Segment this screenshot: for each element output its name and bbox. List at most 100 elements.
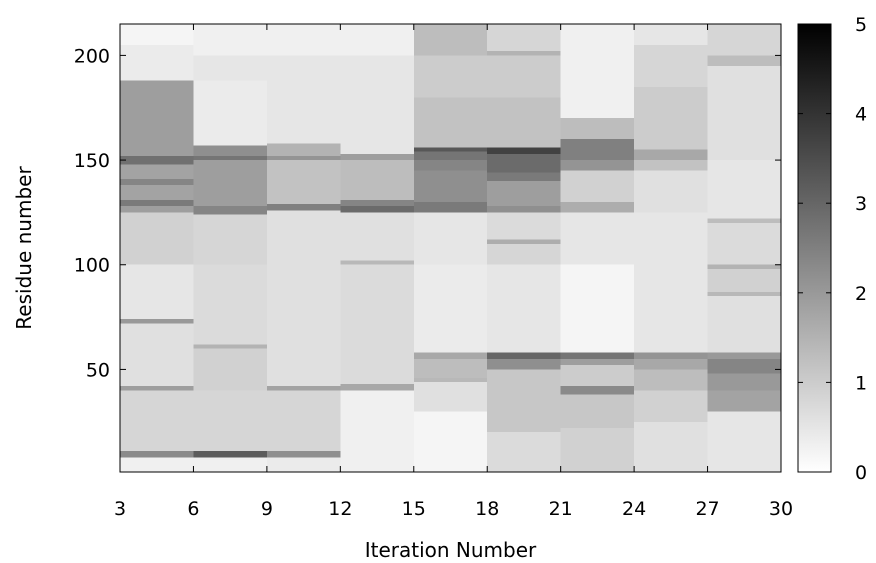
colorbar-tick-label: 2 — [855, 283, 867, 305]
heatmap-cell — [413, 160, 488, 171]
heatmap-cell — [707, 264, 781, 269]
heatmap-cell — [707, 160, 781, 219]
heatmap-cell — [560, 352, 635, 359]
heatmap-cell — [193, 155, 267, 161]
heatmap-cell — [413, 55, 488, 98]
heatmap-cell — [413, 411, 488, 472]
heatmap-cell — [634, 149, 708, 161]
heatmap-cell — [340, 264, 414, 385]
heatmap-cell — [413, 151, 488, 161]
heatmap-cell — [707, 218, 781, 223]
heatmap-cell — [487, 24, 561, 52]
heatmap-cell — [120, 206, 194, 213]
heatmap-cell — [487, 358, 561, 370]
heatmap-cell — [560, 365, 635, 387]
heatmap-cell — [266, 264, 341, 387]
heatmap-cell — [413, 264, 488, 353]
heatmap-cell — [634, 369, 708, 391]
heatmap-cell — [120, 264, 194, 320]
heatmap-cell — [707, 24, 781, 56]
y-axis: 50 100 150 200 — [74, 45, 781, 381]
heatmap-cell — [560, 139, 635, 161]
heatmap-cell — [560, 386, 635, 395]
heatmap-cell — [120, 457, 194, 472]
heatmap-cell — [193, 55, 267, 81]
heatmap-cell — [707, 390, 781, 412]
heatmap-cell — [120, 319, 194, 324]
heatmap-cell — [120, 118, 194, 156]
heatmap-cell — [340, 153, 414, 161]
heatmap-cell — [120, 451, 194, 458]
heatmap-cell — [266, 386, 341, 391]
heatmap-cell — [120, 323, 194, 387]
x-tick-label: 9 — [261, 498, 273, 520]
heatmap-cell — [560, 118, 635, 140]
heatmap-cell — [120, 212, 194, 265]
heatmap-cell — [487, 432, 561, 472]
heatmap-cell — [340, 384, 414, 391]
heatmap-cell — [193, 206, 267, 215]
heatmap-cell — [266, 143, 341, 156]
heatmap-cell — [413, 201, 488, 213]
heatmap-cell — [120, 199, 194, 207]
heatmap-cell — [487, 206, 561, 213]
heatmap-cell — [487, 264, 561, 353]
heatmap-cell — [120, 164, 194, 179]
x-tick-label: 18 — [475, 498, 499, 520]
x-tick-label: 6 — [187, 498, 199, 520]
heatmap-cell — [266, 24, 341, 56]
heatmap-cell — [634, 24, 708, 45]
heatmap-cell — [340, 206, 414, 213]
heatmap-cell — [266, 191, 341, 205]
colorbar: 0 1 2 3 4 5 — [797, 14, 867, 484]
heatmap-cell — [634, 86, 708, 150]
heatmap-cell — [707, 55, 781, 66]
heatmap-cell — [634, 160, 708, 171]
x-tick-label: 27 — [695, 498, 719, 520]
x-tick-label: 24 — [622, 498, 646, 520]
heatmap-cell — [193, 390, 267, 452]
y-tick-label: 100 — [74, 255, 110, 277]
heatmap-cell — [487, 153, 561, 173]
heatmap-cell — [413, 170, 488, 202]
heatmap-cell — [120, 185, 194, 200]
x-tick-label: 3 — [114, 498, 126, 520]
heatmap-cell — [193, 80, 267, 146]
heatmap-cell — [634, 212, 708, 265]
heatmap-cell — [120, 80, 194, 119]
heatmap-cell — [707, 268, 781, 292]
heatmap-cell — [413, 377, 488, 382]
heatmap-cell — [560, 24, 635, 119]
colorbar-tick-label: 4 — [855, 104, 867, 126]
heatmap-cell — [634, 352, 708, 359]
heatmap-cell — [487, 243, 561, 265]
heatmap-cell — [707, 358, 781, 374]
heatmap-cell — [560, 264, 635, 353]
heatmap-cell — [707, 291, 781, 297]
heatmap-cell — [487, 97, 561, 148]
heatmap-cell — [707, 411, 781, 472]
heatmap-cell — [266, 155, 341, 161]
heatmap-cell — [340, 55, 414, 154]
heatmap-cell — [487, 181, 561, 207]
heatmap-cell — [560, 212, 635, 265]
x-tick-label: 21 — [549, 498, 573, 520]
heatmap-cell — [120, 44, 194, 81]
heatmap-cell — [340, 390, 414, 472]
heatmap-cell — [120, 155, 194, 165]
heatmap-cell — [193, 457, 267, 472]
heatmap-cell — [193, 24, 267, 56]
heatmap-cell — [560, 428, 635, 472]
heatmap-cell — [487, 212, 561, 240]
heatmap-cell — [487, 51, 561, 56]
heatmap-cell — [413, 381, 488, 412]
x-tick-label: 12 — [328, 498, 352, 520]
colorbar-tick-label: 1 — [855, 372, 867, 394]
heatmap-cell — [340, 199, 414, 207]
heatmap-cell — [634, 44, 708, 87]
heatmap-cell — [487, 172, 561, 182]
heatmap-cell — [266, 204, 341, 211]
heatmap-cell — [707, 222, 781, 265]
heatmap-cell — [413, 24, 488, 56]
